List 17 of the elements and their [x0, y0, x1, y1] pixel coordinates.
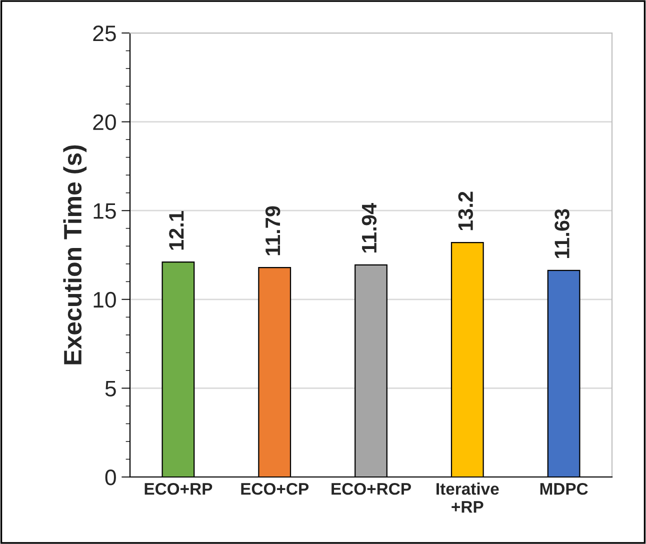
y-tick-label: 25 — [93, 26, 116, 42]
y-tick-label: 15 — [94, 203, 116, 219]
x-tick-label: ECO+RCP — [332, 482, 411, 495]
data-label: 11.63 — [554, 209, 570, 258]
data-label: 11.94 — [362, 202, 377, 253]
x-tick-label: ECO+CP — [241, 482, 309, 495]
x-tick-label: Iterative +RP — [436, 482, 499, 513]
y-tick-label: 10 — [94, 292, 116, 308]
y-axis-title: Execution Time (s) — [63, 145, 87, 364]
x-tick-label: MDPC — [540, 482, 588, 495]
data-label: 11.79 — [265, 206, 280, 256]
y-tick-label: 20 — [93, 114, 116, 130]
y-tick-label: 0 — [105, 470, 116, 486]
y-tick-label: 5 — [105, 380, 116, 396]
x-tick-label: ECO+RP — [144, 482, 212, 495]
data-label: 13.2 — [458, 192, 474, 230]
data-label: 12.1 — [169, 211, 184, 250]
